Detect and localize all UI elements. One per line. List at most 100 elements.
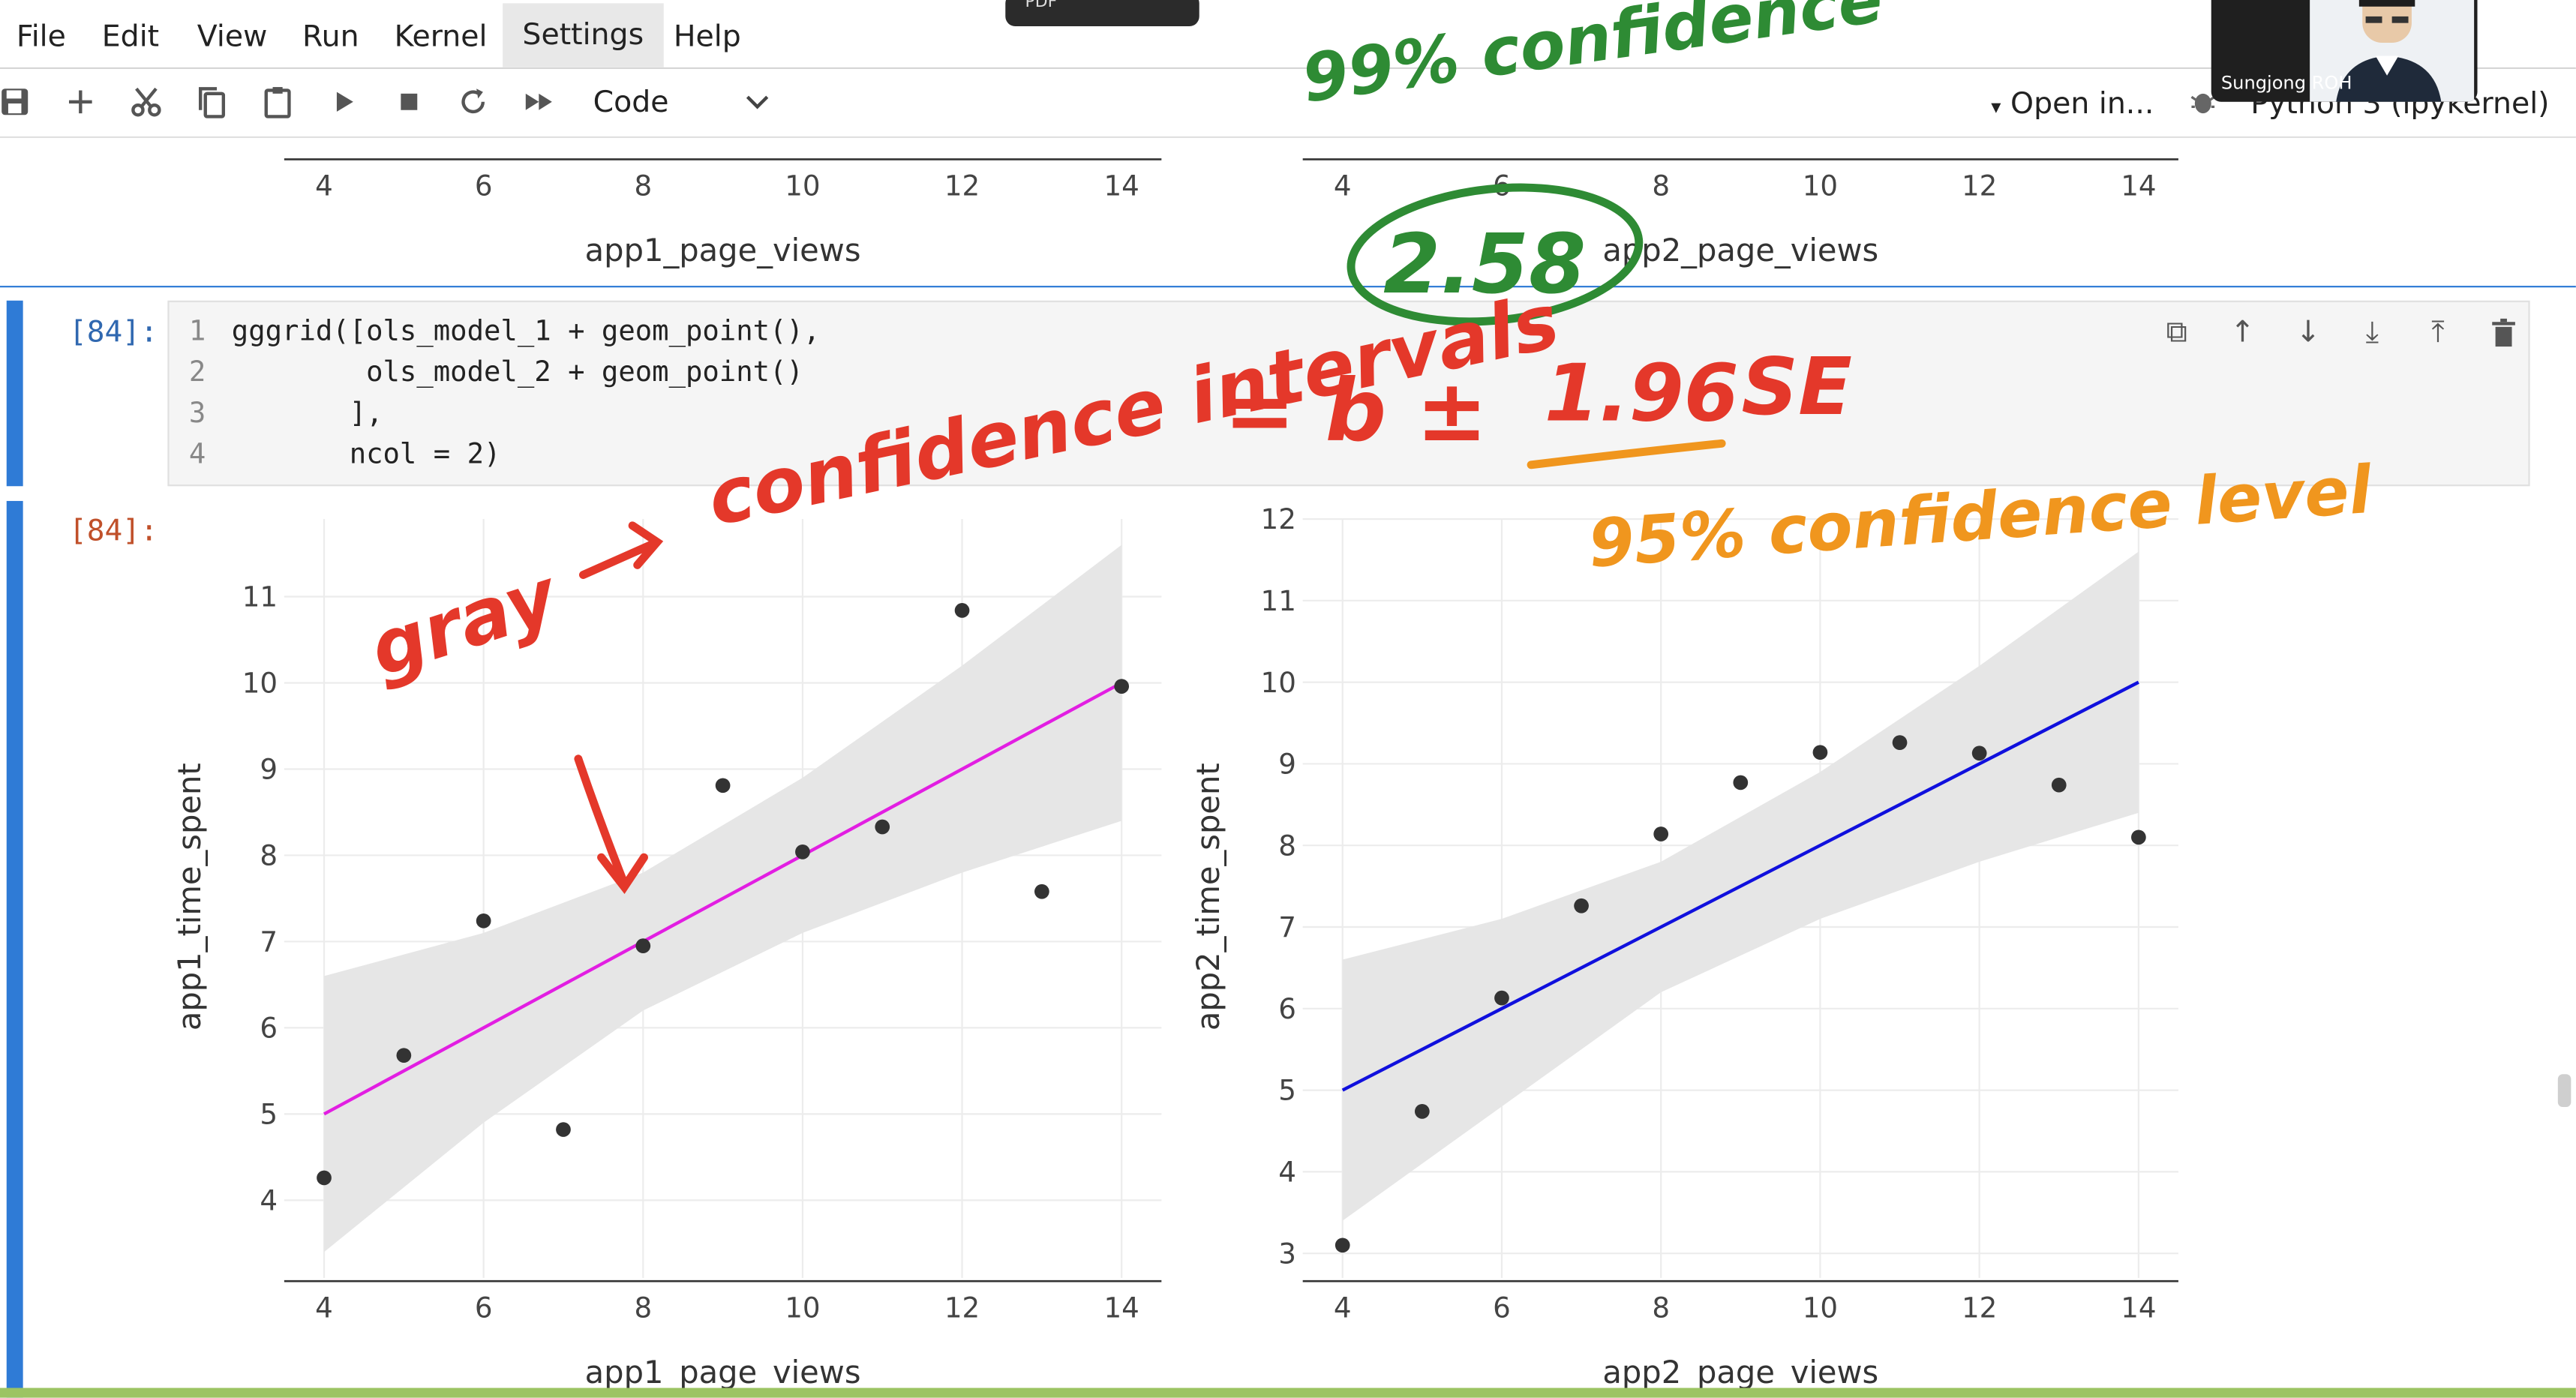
annotation-95-confidence-level: 95% confidence level xyxy=(1586,452,2375,583)
prev-x-axis-title: app2_page_views xyxy=(1602,232,1878,268)
y-axis-title: app1_time_spent xyxy=(171,763,208,1030)
annotation-99-confidence: 99% confidence xyxy=(1298,0,1887,118)
x-tick-label: 10 xyxy=(1803,1291,1838,1324)
output-cell-indicator[interactable] xyxy=(6,500,23,1398)
video-overlay: Sungjong ROH xyxy=(2211,0,2478,102)
data-point xyxy=(2051,777,2067,793)
data-point xyxy=(715,778,731,794)
menu-help[interactable]: Help xyxy=(673,20,741,55)
prev-x-tick-label: 4 xyxy=(315,170,333,202)
prev-x-tick-label: 8 xyxy=(1652,170,1670,202)
regression-line xyxy=(323,681,1123,1116)
data-point xyxy=(1414,1104,1430,1119)
code-line: ols_model_2 + geom_point() xyxy=(231,356,803,390)
data-point xyxy=(396,1048,412,1064)
prev-x-tick-label: 4 xyxy=(1334,170,1352,202)
x-tick-label: 8 xyxy=(634,1291,652,1324)
annotation-1-96: 1.96 xyxy=(1545,347,1739,440)
bug-icon[interactable] xyxy=(2185,84,2221,120)
line-number: 1 xyxy=(188,315,206,349)
annotation-se: SE xyxy=(1741,340,1852,433)
move-down-icon[interactable]: ↓ xyxy=(2295,315,2321,350)
data-point xyxy=(317,1170,332,1186)
add-icon[interactable] xyxy=(62,84,98,120)
y-tick-label: 9 xyxy=(260,753,278,786)
menu-bar: File Edit View Run Kernel Settings Help … xyxy=(0,0,2576,69)
fast-forward-icon[interactable] xyxy=(521,84,557,120)
menu-settings[interactable]: Settings xyxy=(503,3,664,68)
run-icon[interactable] xyxy=(326,84,362,120)
save-icon[interactable] xyxy=(0,84,33,120)
y-tick-label: 11 xyxy=(242,580,278,614)
data-point xyxy=(1494,990,1509,1006)
data-point xyxy=(795,844,810,860)
stop-icon[interactable] xyxy=(391,84,427,120)
y-tick-label: 12 xyxy=(1261,502,1296,536)
prev-x-tick-label: 10 xyxy=(785,170,820,202)
data-point xyxy=(1335,1238,1350,1253)
prev-x-tick-label: 12 xyxy=(1962,170,1997,202)
chevron-down-icon[interactable] xyxy=(740,84,776,120)
data-point xyxy=(954,603,970,618)
y-tick-label: 9 xyxy=(1278,748,1296,781)
code-line: ncol = 2) xyxy=(231,438,501,472)
annotation-2-58: 2.58 xyxy=(1383,216,1586,312)
annotation-underline xyxy=(1527,439,1726,470)
top-modal-tab[interactable]: PDF xyxy=(1005,0,1199,27)
copy-icon[interactable] xyxy=(194,84,230,120)
cut-icon[interactable] xyxy=(128,84,164,120)
data-point xyxy=(1733,775,1749,790)
x-tick-label: 12 xyxy=(944,1291,980,1324)
prev-x-tick-label: 14 xyxy=(2121,170,2156,202)
data-point xyxy=(635,938,651,954)
open-in-button[interactable]: ▾ Open in... xyxy=(1991,87,2154,122)
x-tick-label: 6 xyxy=(1493,1291,1511,1324)
y-tick-label: 5 xyxy=(1278,1074,1296,1107)
insert-above-icon[interactable]: ⤒ xyxy=(2431,315,2445,350)
paste-icon[interactable] xyxy=(260,84,296,120)
prev-x-tick-label: 12 xyxy=(944,170,980,202)
scrollbar-thumb[interactable] xyxy=(2557,1074,2571,1108)
code-line: ], xyxy=(231,397,383,430)
menu-run[interactable]: Run xyxy=(302,20,359,55)
open-in-label: Open in... xyxy=(2010,87,2154,122)
menu-kernel[interactable]: Kernel xyxy=(394,20,488,55)
annotation-gray: gray xyxy=(359,550,570,694)
menu-view[interactable]: View xyxy=(197,20,268,55)
y-tick-label: 5 xyxy=(260,1098,278,1131)
annotation-arrow-right xyxy=(578,521,664,579)
move-up-icon[interactable]: ↑ xyxy=(2229,315,2255,350)
insert-below-icon[interactable]: ⤓ xyxy=(2365,315,2379,350)
participant-video xyxy=(2310,0,2475,102)
duplicate-icon[interactable]: ⧉ xyxy=(2166,315,2187,350)
line-number: 4 xyxy=(188,438,206,472)
menu-file[interactable]: File xyxy=(16,20,66,55)
y-axis-title: app2_time_spent xyxy=(1190,763,1226,1030)
data-point xyxy=(476,913,491,928)
x-tick-label: 14 xyxy=(2121,1291,2156,1324)
participant-name: Sungjong ROH xyxy=(2220,72,2352,94)
line-number: 2 xyxy=(188,356,206,390)
cell-separator xyxy=(0,286,2576,288)
code-editor[interactable]: 1 2 3 4 gggrid([ols_model_1 + geom_point… xyxy=(167,300,2530,487)
prev-x-tick-label: 14 xyxy=(1103,170,1139,202)
data-point xyxy=(1812,745,1828,760)
x-tick-label: 12 xyxy=(1962,1291,1997,1324)
x-tick-label: 10 xyxy=(785,1291,820,1324)
prev-x-tick-label: 6 xyxy=(475,170,493,202)
cell-type-label: Code xyxy=(593,85,669,120)
y-tick-label: 6 xyxy=(260,1012,278,1045)
active-cell-indicator[interactable] xyxy=(6,300,23,487)
code-line: gggrid([ols_model_1 + geom_point(), xyxy=(231,315,821,349)
cell-type-select[interactable]: Code xyxy=(593,84,669,124)
menu-edit[interactable]: Edit xyxy=(101,20,160,55)
y-tick-label: 8 xyxy=(1278,829,1296,862)
y-tick-label: 4 xyxy=(260,1184,278,1216)
y-tick-label: 3 xyxy=(1278,1237,1296,1270)
delete-icon[interactable] xyxy=(2487,317,2520,350)
restart-icon[interactable] xyxy=(455,84,491,120)
y-tick-label: 4 xyxy=(1278,1156,1296,1189)
prev-x-axis-title: app1_page_views xyxy=(585,232,861,268)
annotation-formula: = b ± xyxy=(1224,361,1488,460)
